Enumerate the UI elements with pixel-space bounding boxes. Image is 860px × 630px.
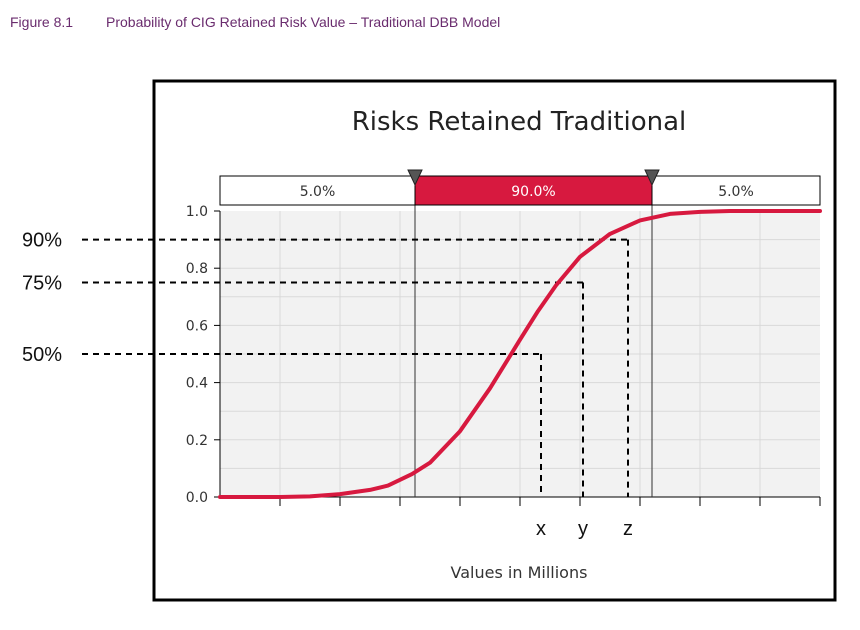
chart-title: Risks Retained Traditional <box>352 107 687 137</box>
x-marker-label: y <box>578 518 588 540</box>
x-marker-label: x <box>536 518 546 540</box>
band-right-segment <box>651 175 821 206</box>
y-tick-label: 0.2 <box>186 433 208 449</box>
band-middle-label: 90.0% <box>511 184 555 200</box>
x-marker-label: z <box>623 518 633 540</box>
y-tick-label: 0.4 <box>186 376 208 392</box>
band-upper-handle-icon <box>644 169 660 187</box>
band-middle-segment <box>414 175 653 206</box>
figure-caption: Figure 8.1 Probability of CIG Retained Ri… <box>10 14 500 30</box>
y-tick-label: 1.0 <box>186 204 208 220</box>
y-tick-label: 0.8 <box>186 261 208 277</box>
level-label: 50% <box>22 344 62 366</box>
figure-number: Figure 8.1 <box>10 14 74 30</box>
band-left-label: 5.0% <box>300 184 336 200</box>
cdf-curve <box>218 209 822 499</box>
band-right-label: 5.0% <box>718 184 754 200</box>
level-label: 75% <box>22 273 62 295</box>
figure-caption-text: Probability of CIG Retained Risk Value –… <box>106 14 501 30</box>
level-label: 90% <box>22 230 62 252</box>
band-lower-handle-icon <box>407 169 423 187</box>
y-tick-label: 0.6 <box>186 318 208 334</box>
y-tick-label: 0.0 <box>186 490 208 506</box>
x-axis-label: Values in Millions <box>451 563 588 582</box>
